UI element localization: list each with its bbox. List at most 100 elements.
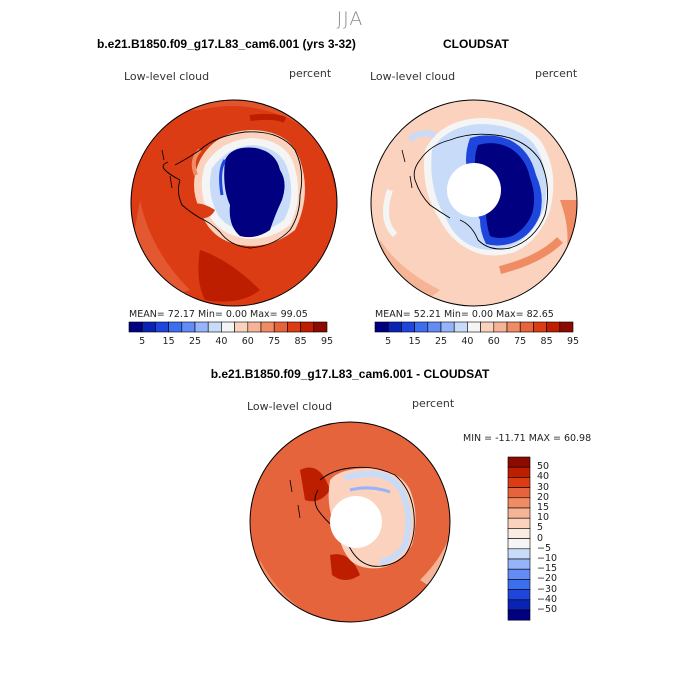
colorbar-swatch — [507, 599, 531, 611]
colorbar-tick-label: −30 — [537, 583, 558, 595]
colorbar-swatch — [507, 589, 531, 601]
colorbar-tick-label: 30 — [537, 481, 550, 493]
colorbar-tick-label: 95 — [320, 336, 334, 347]
colorbar-swatch — [507, 477, 531, 488]
colorbar-swatch — [427, 321, 442, 333]
colorbar-tick-label: 5 — [139, 336, 146, 347]
colorbar-swatch — [533, 321, 547, 333]
colorbar-swatch — [181, 321, 196, 333]
obs-units-label: percent — [535, 67, 578, 80]
colorbar-tick-label: −40 — [537, 593, 558, 605]
colorbar-swatch — [453, 321, 468, 333]
colorbar-tick-label: 60 — [487, 336, 500, 347]
colorbar-swatch — [141, 321, 156, 333]
model-map-border — [130, 99, 338, 307]
colorbar-tick-label: 15 — [408, 336, 421, 347]
colorbar-swatch — [467, 321, 481, 333]
obs-colorbar — [374, 321, 574, 333]
colorbar-swatch — [507, 538, 531, 550]
colorbar-swatch — [155, 321, 169, 333]
model-variable-label: Low-level cloud — [124, 70, 210, 83]
colorbar-swatch — [313, 321, 328, 333]
colorbar-swatch — [507, 507, 531, 519]
season-title: JJA — [336, 8, 364, 30]
colorbar-tick-label: 75 — [268, 336, 281, 347]
obs-map-border — [370, 99, 578, 307]
colorbar-swatch — [234, 321, 249, 333]
colorbar-tick-label: 5 — [537, 522, 544, 534]
colorbar-swatch — [546, 321, 561, 333]
colorbar-tick-label: 85 — [540, 336, 553, 347]
colorbar-swatch — [260, 321, 275, 333]
diff-units-label: percent — [412, 397, 455, 410]
colorbar-swatch — [507, 548, 531, 560]
diff-colorbar — [507, 456, 531, 621]
colorbar-swatch — [507, 558, 531, 570]
diff-panel-title: b.e21.B1850.f09_g17.L83_cam6.001 - CLOUD… — [210, 367, 490, 381]
colorbar-swatch — [128, 321, 143, 333]
colorbar-swatch — [507, 466, 531, 478]
model-panel-title: b.e21.B1850.f09_g17.L83_cam6.001 (yrs 3-… — [97, 37, 356, 51]
colorbar-tick-label: −20 — [537, 573, 558, 585]
colorbar-tick-label: 40 — [461, 336, 474, 347]
obs-variable-label: Low-level cloud — [370, 70, 456, 83]
model-map — [131, 100, 337, 306]
colorbar-swatch — [287, 321, 301, 333]
colorbar-swatch — [493, 321, 508, 333]
colorbar-swatch — [401, 321, 415, 333]
colorbar-tick-label: 10 — [537, 512, 550, 524]
colorbar-tick-label: 15 — [162, 336, 175, 347]
colorbar-tick-label: 85 — [294, 336, 307, 347]
colorbar-swatch — [507, 528, 531, 539]
obs-map — [371, 100, 577, 306]
colorbar-swatch — [507, 579, 531, 590]
colorbar-tick-label: 25 — [188, 336, 202, 347]
obs-panel-title: CLOUDSAT — [443, 37, 509, 51]
obs-stats: MEAN= 52.21 Min= 0.00 Max= 82.65 — [375, 309, 554, 320]
colorbar-swatch — [387, 321, 402, 333]
colorbar-tick-label: 15 — [537, 502, 550, 513]
model-units-label: percent — [289, 67, 332, 80]
colorbar-tick-label: 20 — [537, 491, 550, 503]
colorbar-swatch — [273, 321, 288, 333]
colorbar-swatch — [221, 321, 235, 333]
colorbar-swatch — [207, 321, 222, 333]
colorbar-swatch — [507, 487, 531, 499]
colorbar-tick-label: 40 — [537, 471, 550, 483]
colorbar-swatch — [507, 568, 531, 580]
colorbar-swatch — [559, 321, 574, 333]
colorbar-swatch — [168, 321, 183, 333]
diff-map-border — [249, 421, 451, 623]
colorbar-swatch — [507, 609, 531, 621]
colorbar-tick-label: 75 — [514, 336, 527, 347]
colorbar-swatch — [440, 321, 455, 333]
colorbar-tick-label: −50 — [537, 604, 558, 615]
colorbar-swatch — [506, 321, 521, 333]
colorbar-tick-label: −15 — [537, 563, 558, 575]
colorbar-swatch — [414, 321, 429, 333]
colorbar-swatch — [507, 517, 531, 529]
colorbar-swatch — [374, 321, 389, 333]
diff-variable-label: Low-level cloud — [247, 400, 333, 413]
colorbar-swatch — [507, 497, 531, 509]
colorbar-tick-label: 25 — [434, 336, 448, 347]
colorbar-swatch — [300, 321, 315, 333]
colorbar-swatch — [480, 321, 495, 333]
colorbar-tick-label: 60 — [241, 336, 254, 347]
colorbar-swatch — [247, 321, 262, 333]
colorbar-tick-label: −10 — [537, 553, 558, 564]
colorbar-swatch — [194, 321, 209, 333]
model-stats: MEAN= 72.17 Min= 0.00 Max= 99.05 — [129, 309, 308, 320]
colorbar-swatch — [519, 321, 534, 333]
model-colorbar — [128, 321, 328, 333]
colorbar-tick-label: −5 — [537, 542, 552, 554]
colorbar-tick-label: 5 — [385, 336, 392, 347]
diff-map — [250, 422, 450, 622]
diff-stats: MIN = -11.71 MAX = 60.98 — [463, 433, 592, 444]
colorbar-tick-label: 50 — [537, 461, 550, 473]
colorbar-swatch — [507, 456, 531, 468]
colorbar-tick-label: 0 — [537, 532, 544, 544]
colorbar-tick-label: 40 — [215, 336, 228, 347]
colorbar-tick-label: 95 — [566, 336, 580, 347]
